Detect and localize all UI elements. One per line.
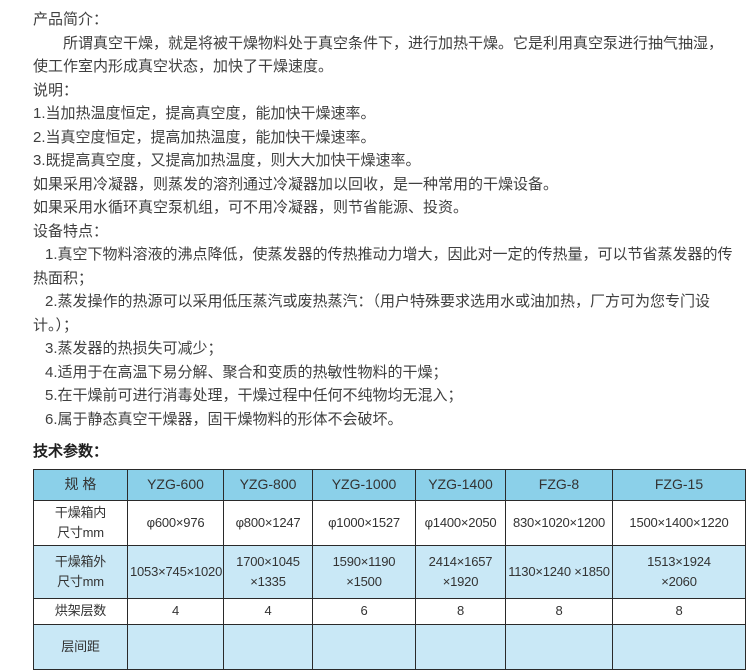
column-header-model: YZG-600 bbox=[127, 468, 224, 501]
row-label: 干燥箱内 尺寸mm bbox=[33, 499, 128, 546]
spec-cell: 1500×1400×1220 bbox=[612, 499, 746, 546]
spec-cell: 1513×1924 ×2060 bbox=[612, 544, 746, 599]
spec-cell: 4 bbox=[223, 597, 313, 625]
spec-cell: 8 bbox=[505, 597, 613, 625]
table-header-row: 规 格 YZG-600 YZG-800 YZG-1000 YZG-1400 FZ… bbox=[33, 468, 746, 501]
table-row-layer-spacing: 层间距 bbox=[33, 623, 746, 670]
features-heading: 设备特点： bbox=[33, 222, 109, 240]
spec-cell: 830×1020×1200 bbox=[505, 499, 613, 546]
spec-cell: 1700×1045 ×1335 bbox=[223, 544, 313, 599]
table-row-outer-size: 干燥箱外 尺寸mm 1053×745×1020 1700×1045 ×1335 … bbox=[33, 544, 746, 599]
spec-cell bbox=[312, 623, 416, 670]
spec-cell: 4 bbox=[127, 597, 224, 625]
feature-item: 4.适用于在高温下易分解、聚合和变质的热敏性物料的干燥； bbox=[45, 363, 448, 381]
spec-cell bbox=[505, 623, 613, 670]
note-line: 1.当加热温度恒定，提高真空度，能加快干燥速率。 bbox=[33, 105, 376, 122]
column-header-spec: 规 格 bbox=[33, 468, 128, 501]
table-row-shelf-layers: 烘架层数 4 4 6 8 8 8 bbox=[33, 597, 746, 625]
spec-cell: 1130×1240 ×1850 bbox=[505, 544, 613, 599]
spec-cell: φ1000×1527 bbox=[312, 499, 416, 546]
note-line: 3.既提高真空度，又提高加热温度，则大大加快干燥速率。 bbox=[33, 152, 421, 169]
spec-cell: φ600×976 bbox=[127, 499, 224, 546]
column-header-model: FZG-15 bbox=[612, 468, 746, 501]
intro-heading: 产品简介： bbox=[33, 11, 109, 28]
feature-item: 5.在干燥前可进行消毒处理，干燥过程中任何不纯物均无混入； bbox=[45, 387, 463, 404]
spec-cell bbox=[223, 623, 313, 670]
spec-cell bbox=[127, 623, 224, 670]
feature-item: 3.蒸发器的热损失可减少； bbox=[45, 340, 223, 357]
column-header-model: FZG-8 bbox=[505, 468, 613, 501]
row-label: 层间距 bbox=[33, 623, 128, 670]
spec-cell: 1053×745×1020 bbox=[127, 544, 224, 599]
spec-cell: 8 bbox=[415, 597, 506, 625]
column-header-model: YZG-800 bbox=[223, 468, 313, 501]
spec-cell bbox=[612, 623, 746, 670]
spec-cell: φ800×1247 bbox=[223, 499, 313, 546]
row-label: 烘架层数 bbox=[33, 597, 128, 625]
specs-table: 规 格 YZG-600 YZG-800 YZG-1000 YZG-1400 FZ… bbox=[33, 468, 746, 670]
feature-item: 6.属于静态真空干燥器，固干燥物料的形体不会破坏。 bbox=[45, 410, 403, 428]
note-line: 2.当真空度恒定，提高加热温度，能加快干燥速率。 bbox=[33, 128, 376, 146]
spec-cell: 8 bbox=[612, 597, 746, 625]
note-line: 如果采用水循环真空泵机组，可不用冷凝器，则节省能源、投资。 bbox=[33, 199, 469, 216]
spec-cell: 1590×1190 ×1500 bbox=[312, 544, 416, 599]
spec-cell: 2414×1657 ×1920 bbox=[415, 544, 506, 599]
feature-item: 2.蒸发操作的热源可以采用低压蒸汽或废热蒸汽：（用户特殊要求选用水或油加热，厂方… bbox=[33, 293, 711, 334]
spec-cell: φ1400×2050 bbox=[415, 499, 506, 546]
column-header-model: YZG-1400 bbox=[415, 468, 506, 501]
specs-heading: 技术参数： bbox=[33, 443, 109, 460]
column-header-model: YZG-1000 bbox=[312, 468, 416, 501]
row-label: 干燥箱外 尺寸mm bbox=[33, 544, 128, 599]
table-row-inner-size: 干燥箱内 尺寸mm φ600×976 φ800×1247 φ1000×1527 … bbox=[33, 499, 746, 546]
notes-heading: 说明： bbox=[33, 81, 79, 99]
note-line: 如果采用冷凝器，则蒸发的溶剂通过冷凝器加以回收，是一种常用的干燥设备。 bbox=[33, 175, 559, 193]
spec-cell bbox=[415, 623, 506, 670]
feature-item: 1.真空下物料溶液的沸点降低，使蒸发器的传热推动力增大，因此对一定的传热量，可以… bbox=[33, 246, 733, 287]
intro-paragraph: 所谓真空干燥，就是将被干燥物料处于真空条件下，进行加热干燥。它是利用真空泵进行抽… bbox=[33, 34, 724, 76]
spec-cell: 6 bbox=[312, 597, 416, 625]
